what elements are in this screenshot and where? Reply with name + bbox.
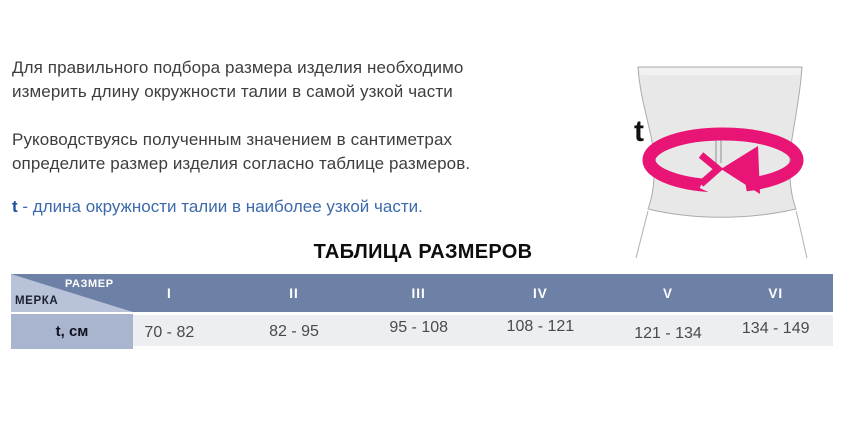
size-column-2: II [289,285,299,301]
instructions-block: Для правильного подбора размера изделия … [12,56,512,235]
measurement-letter: t [12,197,18,216]
range-cell-3: 95 - 108 [366,315,484,346]
size-table: РАЗМЕР МЕРКА I II III IV V VI t, см 70 -… [11,274,834,349]
size-column-5: V [663,285,674,301]
hip-outline-left [635,210,649,259]
size-column-4: IV [532,285,548,301]
range-cell-4: 108 - 121 [483,315,600,346]
corner-label-size: РАЗМЕР [65,278,114,290]
size-column-3: III [411,285,426,301]
instruction-paragraph-1: Для правильного подбора размера изделия … [12,56,512,104]
range-cell-5: 121 - 134 [599,315,717,346]
corner-cell: РАЗМЕР МЕРКА [11,274,133,312]
band-gap [699,171,748,198]
size-table-value-row: t, см 70 - 82 82 - 95 95 - 108 108 - 121… [11,314,834,349]
size-table-title: ТАБЛИЦА РАЗМЕРОВ [313,241,533,263]
measurement-note: t - длина окружности талии в наиболее уз… [12,196,512,218]
size-column-6: VI [768,285,784,301]
hip-outline-right [795,210,808,259]
paragraph2-line2: определите размер изделия согласно табли… [12,154,471,173]
corner-label-measure: МЕРКА [15,295,59,307]
range-cell-6: 134 - 149 [716,315,834,346]
paragraph1-line2: измерить длину окружности талии в самой … [12,82,453,101]
size-table-header-row: РАЗМЕР МЕРКА I II III IV V VI [11,274,833,312]
band-end-chevron [698,152,724,187]
waist-label: t [634,115,644,148]
waist-measurement-illustration: t [620,0,846,262]
measurement-note-text: - длина окружности талии в наиболее узко… [22,197,423,216]
paragraph2-line1: Руководствуясь полученным значением в са… [12,130,453,149]
instruction-paragraph-2: Руководствуясь полученным значением в са… [12,128,512,176]
torso-top-highlight [639,68,801,75]
band-arrowhead-icon [721,146,760,194]
row-label-cell: t, см [11,314,133,349]
range-cell-1: 70 - 82 [133,315,250,346]
range-cell-2: 82 - 95 [249,315,367,346]
size-columns: I II III IV V VI [133,274,833,312]
size-column-1: I [166,285,172,301]
paragraph1-line1: Для правильного подбора размера изделия … [12,58,464,77]
torso-diagram: t [634,66,808,259]
